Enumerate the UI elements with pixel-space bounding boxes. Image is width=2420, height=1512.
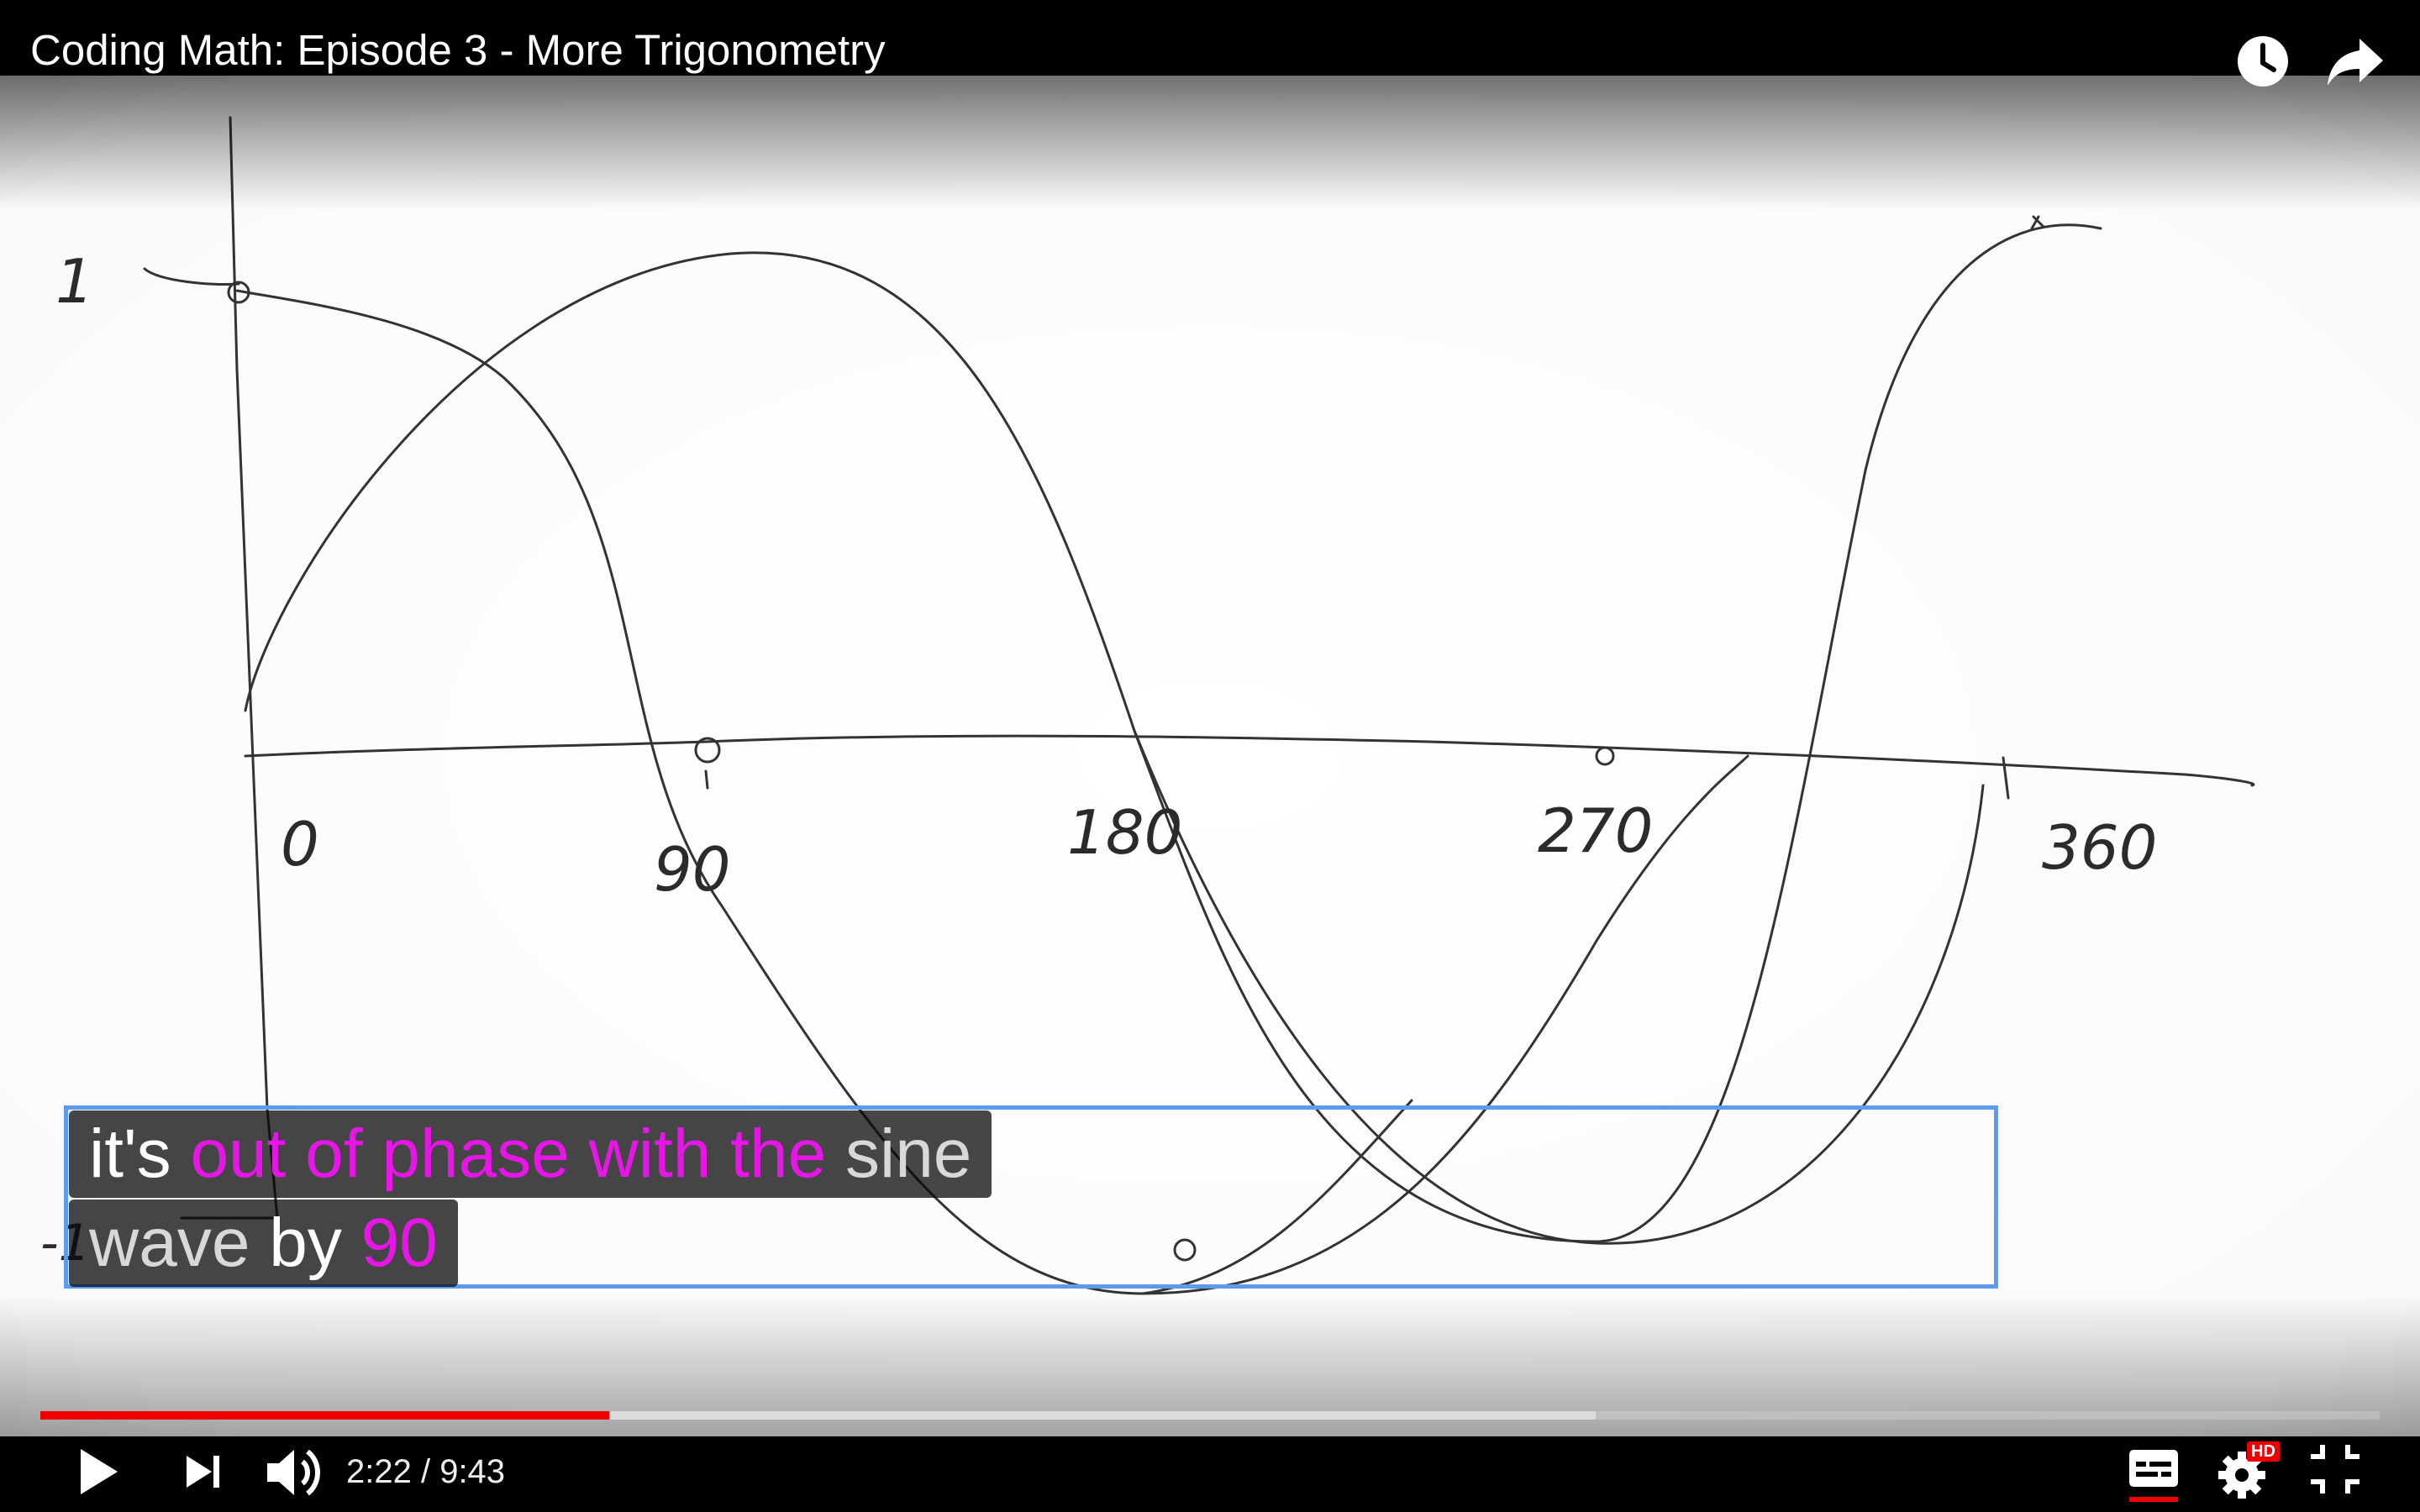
caption-text: by <box>250 1205 361 1281</box>
subtitles-icon <box>2129 1450 2178 1502</box>
volume-button[interactable] <box>260 1438 329 1507</box>
x-axis-label-0: 0 <box>281 809 319 879</box>
settings-button[interactable]: HD <box>2215 1438 2282 1505</box>
play-icon <box>81 1449 118 1494</box>
watch-later-icon <box>2238 36 2288 87</box>
x-axis-label-180: 180 <box>1067 797 1182 868</box>
hd-badge: HD <box>2247 1441 2280 1462</box>
caption-highlight-text: out of phase with the <box>190 1116 827 1192</box>
x-axis-label-270: 270 <box>1538 795 1653 866</box>
share-icon <box>2328 39 2383 86</box>
x-axis-label-90: 90 <box>654 834 731 905</box>
subtitles-button[interactable] <box>2126 1441 2181 1505</box>
next-button[interactable] <box>175 1442 234 1501</box>
title-bar <box>0 0 2420 76</box>
progress-buffered <box>40 1411 1597 1420</box>
point-marker-270 <box>1595 746 1615 766</box>
caption-line-2: wave by 90 <box>69 1200 458 1287</box>
share-button[interactable] <box>2326 34 2385 89</box>
progress-played <box>40 1411 609 1420</box>
tick-90 <box>704 769 709 790</box>
exit-fullscreen-button[interactable] <box>2307 1441 2363 1497</box>
point-marker-top <box>227 281 250 304</box>
caption-highlight-text: 90 <box>360 1205 438 1281</box>
exit-fullscreen-icon <box>2311 1445 2360 1494</box>
play-button[interactable] <box>69 1442 128 1501</box>
watch-later-button[interactable] <box>2235 34 2291 89</box>
caption-line-1: it's out of phase with the sine <box>69 1110 992 1198</box>
y-axis-label-1: 1 <box>55 246 94 317</box>
next-icon <box>187 1456 219 1488</box>
sine-lower-lobe <box>1133 729 1985 1245</box>
tick-360 <box>2002 756 2010 800</box>
x-axis-label-360: 360 <box>2042 812 2157 883</box>
sine-curve <box>244 223 2102 1243</box>
time-display: 2:22 / 9:43 <box>346 1453 506 1490</box>
caption-text: it's <box>89 1116 191 1192</box>
progress-bar[interactable] <box>40 1411 2380 1420</box>
point-marker-90 <box>694 737 721 764</box>
y-axis-tick-1 <box>143 267 240 286</box>
control-bar <box>0 1436 2420 1512</box>
volume-icon <box>267 1449 320 1496</box>
x-axis-line <box>244 734 2255 787</box>
caption-text: sine <box>826 1116 972 1192</box>
tick-arrow-top-right <box>2030 215 2045 230</box>
caption-text: wave <box>89 1205 250 1281</box>
video-title[interactable]: Coding Math: Episode 3 - More Trigonomet… <box>30 26 886 74</box>
caption-window[interactable] <box>64 1105 1998 1289</box>
point-marker-bottom <box>1173 1238 1197 1262</box>
